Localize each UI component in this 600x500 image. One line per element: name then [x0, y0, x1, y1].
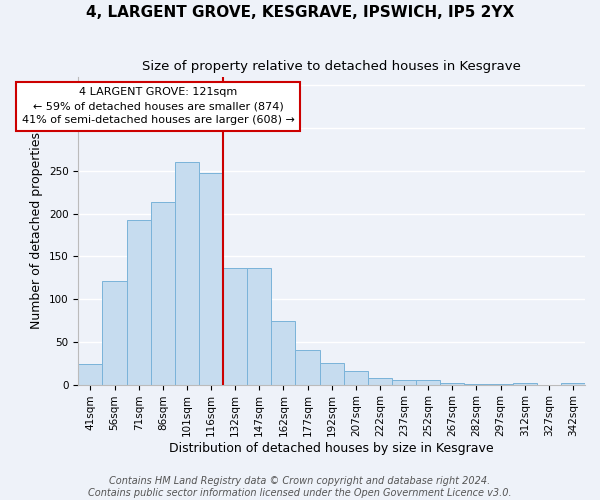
Bar: [79, 364, 103, 384]
Bar: [151, 202, 175, 384]
Bar: [175, 162, 199, 384]
Title: Size of property relative to detached houses in Kesgrave: Size of property relative to detached ho…: [142, 60, 521, 73]
Bar: [247, 268, 271, 384]
Text: 4 LARGENT GROVE: 121sqm
← 59% of detached houses are smaller (874)
41% of semi-d: 4 LARGENT GROVE: 121sqm ← 59% of detache…: [22, 87, 295, 125]
Bar: [271, 320, 295, 384]
Y-axis label: Number of detached properties: Number of detached properties: [31, 132, 43, 330]
Bar: [561, 383, 585, 384]
Bar: [223, 268, 247, 384]
Bar: [295, 350, 320, 384]
X-axis label: Distribution of detached houses by size in Kesgrave: Distribution of detached houses by size …: [169, 442, 494, 455]
Bar: [344, 371, 368, 384]
Bar: [199, 172, 223, 384]
Bar: [440, 383, 464, 384]
Bar: [392, 380, 416, 384]
Bar: [416, 380, 440, 384]
Bar: [127, 220, 151, 384]
Bar: [320, 363, 344, 384]
Bar: [103, 281, 127, 384]
Text: 4, LARGENT GROVE, KESGRAVE, IPSWICH, IP5 2YX: 4, LARGENT GROVE, KESGRAVE, IPSWICH, IP5…: [86, 5, 514, 20]
Bar: [512, 383, 537, 384]
Bar: [368, 378, 392, 384]
Text: Contains HM Land Registry data © Crown copyright and database right 2024.
Contai: Contains HM Land Registry data © Crown c…: [88, 476, 512, 498]
